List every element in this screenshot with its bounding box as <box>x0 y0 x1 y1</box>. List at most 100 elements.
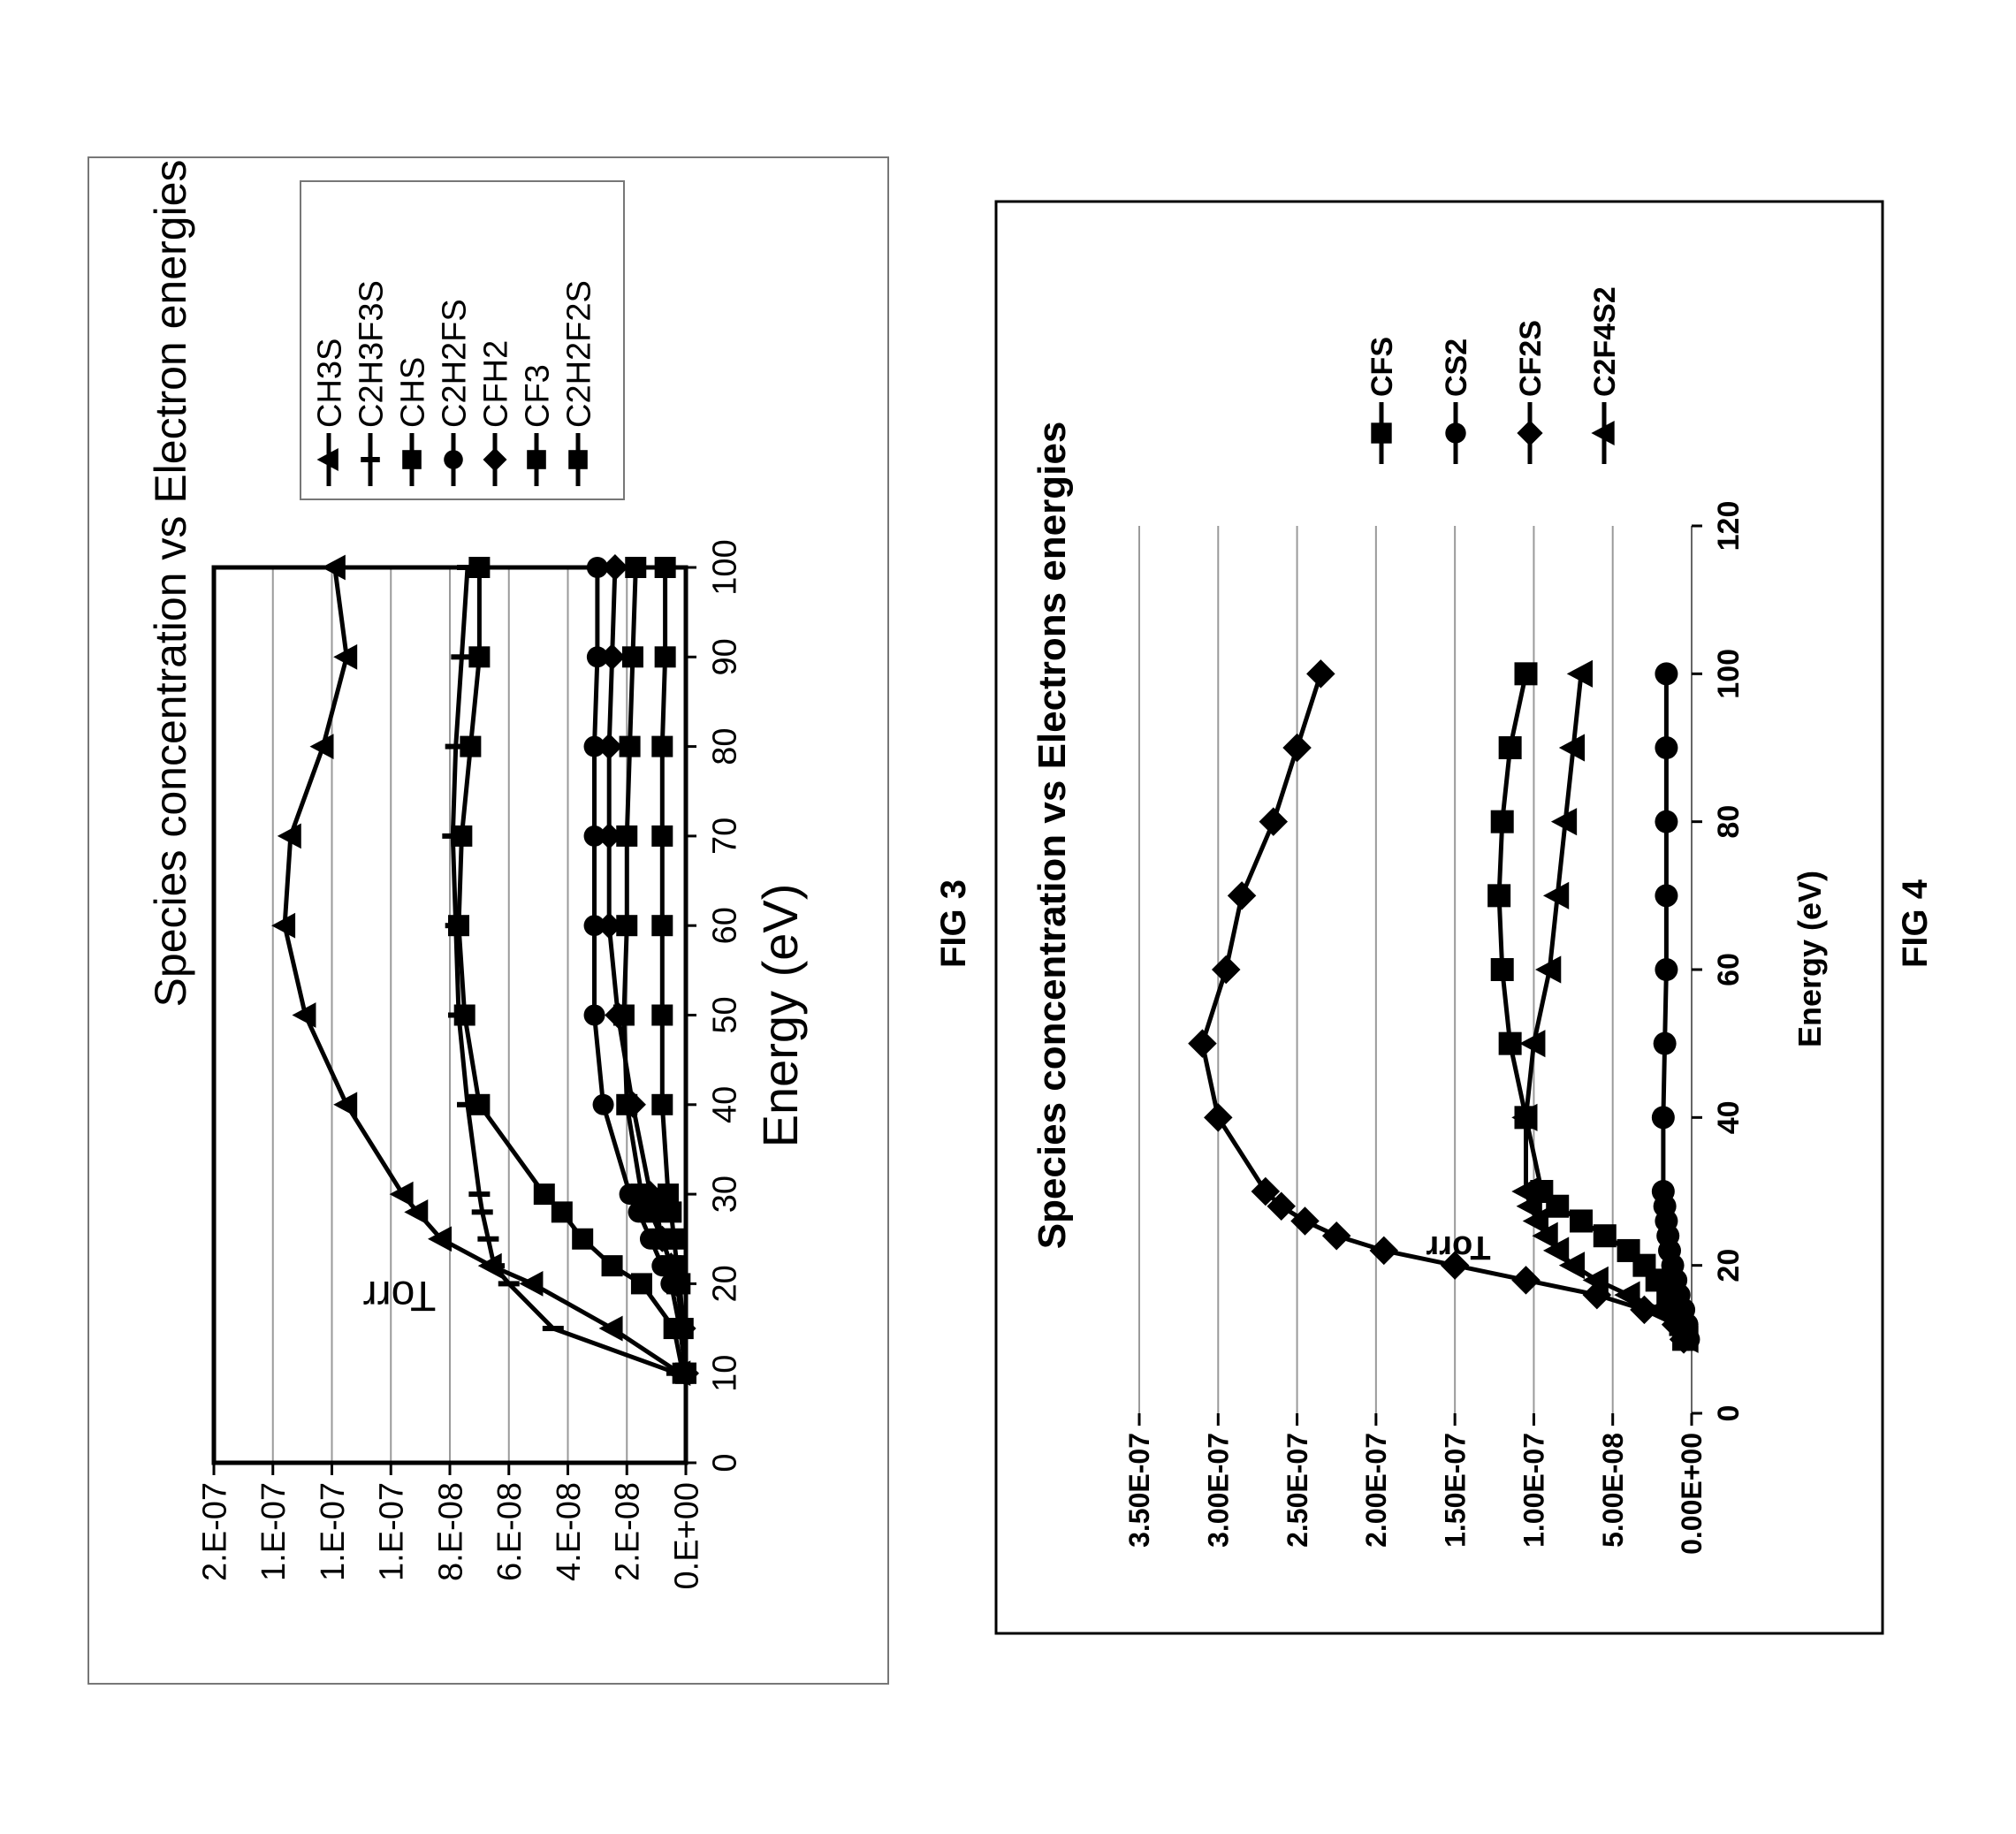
fig3-y-axis: 0.E+00 2.E-08 4.E-08 6.E-08 8.E-08 1.E-07 1.E-… <box>196 1463 705 1590</box>
f4-legend-label-cfs: CFS <box>1366 337 1399 397</box>
f4-y-tick-label: 2.50E-07 <box>1282 1433 1313 1548</box>
f3-point-c2h2f2s <box>666 1255 688 1276</box>
f3-legend-label-c2h2f2s: C2H2F2S <box>561 280 598 428</box>
f4-point-cf2s <box>1322 1221 1351 1251</box>
f4-y-tick-label: 0.00E+00 <box>1676 1433 1708 1555</box>
f3-point-chs <box>460 736 481 757</box>
f3-point-c2h2f2s <box>655 646 676 667</box>
f3-legend-label-cf3: CF3 <box>520 364 557 428</box>
f3-x-tick-label: 90 <box>706 638 743 675</box>
f4-point-cs2 <box>1652 1180 1675 1203</box>
f3-point-c2h2fs <box>593 1094 614 1115</box>
fig4-caption: FIG 4 <box>1896 879 1935 968</box>
f3-y-tick-label: 2.E-08 <box>610 1482 647 1581</box>
f4-point-cfs <box>1491 810 1514 833</box>
f3-point-chs <box>468 646 490 667</box>
f3-point-c2h3f3s <box>543 1326 564 1331</box>
f4-point-cfs <box>1594 1224 1617 1247</box>
fig4-x-axis-label: Energy (eV) <box>1792 871 1828 1047</box>
fig3-series <box>271 554 699 1387</box>
f4-legend-label-c2f4s2: C2F4S2 <box>1588 286 1622 397</box>
f3-y-tick-label: 6.E-08 <box>491 1482 529 1581</box>
f4-x-tick-label: 120 <box>1712 501 1746 552</box>
f3-legend-marker-c2h3f3s <box>361 457 380 462</box>
f3-point-c2h3f3s <box>472 1209 493 1214</box>
f3-point-chs <box>454 1005 475 1026</box>
f3-y-tick-label: 1.E-07 <box>315 1482 352 1581</box>
f3-y-tick-label: 8.E-08 <box>432 1482 469 1581</box>
f3-point-chs <box>631 1273 652 1294</box>
f4-point-cf2s <box>1306 659 1335 689</box>
f3-point-chs <box>572 1229 593 1250</box>
f4-point-cfs <box>1617 1239 1640 1262</box>
f3-point-chs <box>451 826 472 847</box>
f4-x-tick-label: 0 <box>1712 1405 1746 1422</box>
fig4-chart: Species concentration vs Electrons energ… <box>1031 286 1828 1555</box>
fig4-legend: CFS CS2 CF2S C2F4S2 <box>1366 286 1622 464</box>
f3-y-tick-label: 4.E-08 <box>551 1482 588 1581</box>
f3-point-cf3 <box>620 736 641 757</box>
f3-x-tick-label: 70 <box>706 818 743 855</box>
f3-point-cf3 <box>622 646 643 667</box>
f3-point-c2h2f2s <box>651 1094 673 1115</box>
f4-point-cfs <box>1570 1209 1593 1232</box>
f4-legend-label-cf2s: CF2S <box>1514 320 1548 397</box>
f3-x-tick-label: 50 <box>706 996 743 1033</box>
f3-point-cfh2 <box>599 643 626 670</box>
f3-point-cfh2 <box>596 734 622 760</box>
f3-point-chs <box>468 557 490 578</box>
f4-y-tick-label: 1.50E-07 <box>1439 1433 1471 1548</box>
f3-point-c2h2f2s <box>664 1229 685 1250</box>
f3-legend-label-chs: CHS <box>395 357 432 428</box>
f4-y-tick-label: 2.00E-07 <box>1360 1433 1392 1548</box>
f3-series-line-c2h2fs <box>595 567 687 1374</box>
f4-point-cs2 <box>1652 1106 1675 1129</box>
f4-point-cf2s <box>1212 955 1241 985</box>
f3-series-line-ch3s <box>285 567 680 1374</box>
f3-legend-marker-cf3 <box>527 450 546 469</box>
f3-point-c2h3f3s <box>498 1281 520 1286</box>
f3-point-c2h3f3s <box>483 1263 505 1268</box>
f3-point-chs <box>468 1094 490 1115</box>
f3-x-tick-label: 60 <box>706 907 743 944</box>
f3-point-cfh2 <box>602 554 628 581</box>
f3-legend-marker-chs <box>402 450 422 469</box>
f3-legend-marker-c2h2f2s <box>568 450 588 469</box>
f4-point-cs2 <box>1655 736 1677 759</box>
f3-point-c2h2fs <box>584 1005 605 1026</box>
f3-x-tick-label: 100 <box>706 539 743 595</box>
f3-y-tick-label: 2.E-07 <box>196 1482 233 1581</box>
f4-legend-marker-cs2 <box>1445 422 1465 443</box>
fig4-y-axis: 0.00E+005.00E-081.00E-071.50E-072.00E-07… <box>1123 1413 1708 1555</box>
f4-y-tick-label: 5.00E-08 <box>1597 1433 1629 1548</box>
f4-point-cfs <box>1487 884 1510 907</box>
f4-x-tick-label: 80 <box>1712 805 1746 839</box>
f3-y-tick-label: 0.E+00 <box>668 1482 705 1590</box>
f3-series-line-c2h3f3s <box>453 567 677 1374</box>
f3-legend-label-c2h3f3s: C2H3F3S <box>354 280 391 428</box>
fig4-x-axis: 020406080100120 <box>1692 501 1746 1422</box>
f4-point-cfs <box>1499 736 1522 759</box>
f4-y-tick-label: 3.00E-07 <box>1202 1433 1234 1548</box>
f3-x-tick-label: 20 <box>706 1265 743 1302</box>
f4-legend-label-cs2: CS2 <box>1440 339 1473 397</box>
f3-point-ch3s <box>599 1316 623 1342</box>
f3-legend-label-cfh2: CFH2 <box>478 340 515 428</box>
f3-legend-label-ch3s: CH3S <box>312 339 349 428</box>
f4-point-cs2 <box>1655 662 1677 685</box>
fig3-gridlines <box>214 567 627 1463</box>
f3-x-tick-label: 80 <box>706 727 743 765</box>
fig3-caption: FIG 3 <box>934 879 973 968</box>
f3-y-tick-label: 1.E-07 <box>374 1482 411 1581</box>
f3-y-tick-label: 1.E-07 <box>255 1482 293 1581</box>
f3-point-chs <box>448 915 469 936</box>
fig3-x-axis: 0102030405060708090100 <box>686 539 743 1472</box>
fig3-title: Species concentration vs Electron energi… <box>146 160 195 1008</box>
f4-point-cs2 <box>1655 884 1677 907</box>
f3-point-c2h2f2s <box>655 557 676 578</box>
fig4-title: Species concentration vs Electrons energ… <box>1031 422 1074 1250</box>
f3-x-tick-label: 10 <box>706 1355 743 1392</box>
f4-point-cf2s <box>1228 881 1257 910</box>
f4-point-cf2s <box>1370 1237 1399 1266</box>
f3-x-tick-label: 30 <box>706 1176 743 1213</box>
